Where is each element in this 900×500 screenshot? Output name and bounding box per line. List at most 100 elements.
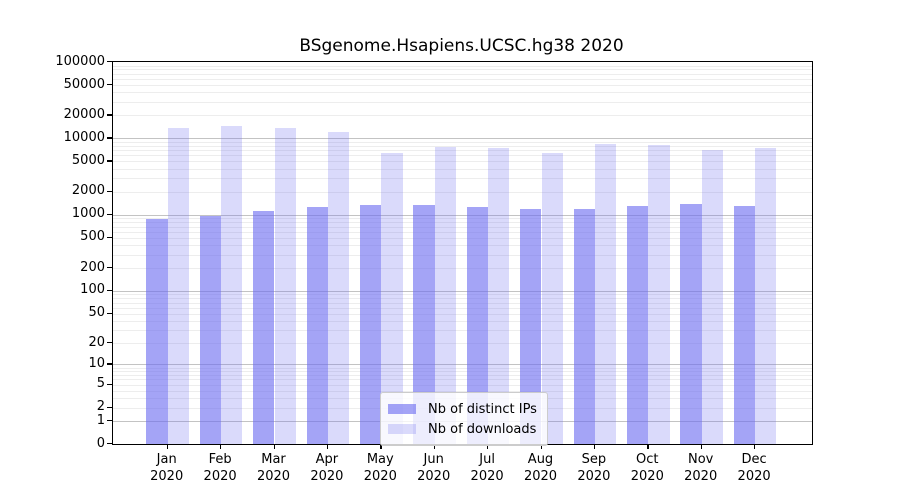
- minor-gridline: [113, 145, 812, 147]
- bar-sep-downloads: [594, 143, 617, 444]
- plot-area: [112, 61, 813, 445]
- x-tick-mark: [380, 444, 382, 450]
- minor-gridline: [113, 73, 812, 75]
- minor-gridline: [113, 101, 812, 103]
- major-gridline: [113, 214, 812, 216]
- minor-gridline: [113, 218, 812, 220]
- y-tick-mark: [107, 363, 112, 365]
- x-tick-label-nov: Nov 2020: [684, 452, 718, 484]
- bar-jul-ips: [466, 206, 489, 444]
- minor-gridline: [113, 307, 812, 309]
- legend-swatch: [388, 404, 416, 414]
- minor-gridline: [113, 302, 812, 304]
- bar-aug-ips: [520, 209, 542, 444]
- minor-gridline: [113, 222, 812, 224]
- legend-label: Nb of downloads: [428, 421, 537, 437]
- y-tick-label: 5000: [71, 152, 105, 168]
- bar-dec-ips: [733, 205, 756, 444]
- minor-gridline: [113, 384, 812, 386]
- minor-gridline: [113, 268, 812, 269]
- x-tick-mark: [540, 444, 542, 450]
- x-tick-mark: [754, 444, 756, 450]
- bar-jun-downloads: [434, 147, 457, 444]
- y-tick-mark: [107, 160, 112, 162]
- x-tick-label-aug: Aug 2020: [523, 452, 558, 484]
- x-tick-label-jan: Jan 2020: [150, 452, 184, 484]
- x-tick-label-jun: Jun 2020: [417, 452, 451, 484]
- y-tick-mark: [107, 289, 112, 292]
- minor-gridline: [113, 330, 812, 332]
- y-tick-label: 1: [96, 412, 105, 428]
- minor-gridline: [113, 294, 812, 296]
- y-tick-mark: [107, 236, 112, 238]
- y-tick-label: 2: [96, 399, 105, 414]
- x-tick-label-feb: Feb 2020: [203, 452, 237, 484]
- y-tick-label: 0: [96, 435, 105, 451]
- bar-feb-ips: [199, 215, 222, 444]
- x-tick-mark: [166, 444, 168, 450]
- bar-feb-downloads: [221, 126, 243, 444]
- x-tick-label-jul: Jul 2020: [470, 452, 504, 484]
- bar-jul-downloads: [488, 148, 510, 444]
- x-tick-mark: [593, 444, 596, 450]
- minor-gridline: [113, 379, 812, 381]
- minor-gridline: [113, 237, 812, 239]
- x-tick-mark: [647, 444, 649, 450]
- bar-jan-ips: [146, 218, 168, 444]
- minor-gridline: [113, 226, 812, 228]
- minor-gridline: [113, 78, 812, 80]
- y-tick-mark: [107, 84, 112, 86]
- bar-jun-ips: [413, 204, 435, 444]
- x-tick-mark: [433, 444, 435, 450]
- y-tick-mark: [107, 406, 112, 408]
- bar-jan-downloads: [167, 128, 190, 444]
- y-tick-mark: [107, 190, 112, 193]
- bar-oct-downloads: [648, 144, 670, 444]
- y-tick-label: 100000: [55, 53, 105, 69]
- y-tick-label: 20000: [63, 106, 105, 122]
- bar-aug-downloads: [541, 152, 563, 444]
- minor-gridline: [113, 141, 812, 143]
- minor-gridline: [113, 85, 812, 86]
- bar-mar-downloads: [274, 127, 296, 444]
- minor-gridline: [113, 254, 812, 256]
- bar-mar-ips: [253, 210, 275, 444]
- minor-gridline: [113, 150, 812, 152]
- bar-nov-ips: [680, 204, 702, 444]
- chart-title: BSgenome.Hsapiens.UCSC.hg38 2020: [299, 36, 624, 56]
- y-tick-mark: [107, 342, 112, 344]
- legend: Nb of distinct IPs Nb of downloads: [380, 392, 548, 446]
- minor-gridline: [113, 298, 812, 300]
- minor-gridline: [113, 313, 812, 315]
- minor-gridline: [113, 343, 812, 344]
- x-tick-mark: [273, 444, 275, 450]
- y-tick-label: 50: [88, 305, 105, 320]
- y-tick-label: 100: [80, 282, 105, 298]
- y-tick-label: 200: [80, 259, 105, 275]
- minor-gridline: [113, 367, 812, 369]
- minor-gridline: [113, 371, 812, 373]
- y-tick-mark: [107, 312, 112, 314]
- x-tick-label-dec: Dec 2020: [737, 452, 771, 484]
- y-tick-label: 500: [80, 229, 105, 245]
- minor-gridline: [113, 155, 812, 157]
- legend-row: Nb of distinct IPs: [388, 399, 537, 419]
- minor-gridline: [113, 375, 812, 376]
- minor-gridline: [113, 168, 812, 170]
- bar-may-downloads: [381, 152, 403, 444]
- y-tick-label: 20: [88, 334, 105, 350]
- minor-gridline: [113, 65, 812, 67]
- x-tick-label-mar: Mar 2020: [256, 452, 291, 484]
- x-tick-label-may: May 2020: [363, 452, 397, 484]
- bar-oct-ips: [626, 205, 649, 444]
- major-gridline: [113, 138, 812, 140]
- y-tick-mark: [107, 443, 112, 445]
- bar-apr-downloads: [327, 131, 350, 444]
- x-tick-mark: [220, 444, 222, 450]
- legend-label: Nb of distinct IPs: [428, 401, 537, 417]
- bar-apr-ips: [306, 207, 328, 444]
- major-gridline: [113, 290, 812, 292]
- minor-gridline: [113, 245, 812, 247]
- bar-sep-ips: [573, 209, 595, 444]
